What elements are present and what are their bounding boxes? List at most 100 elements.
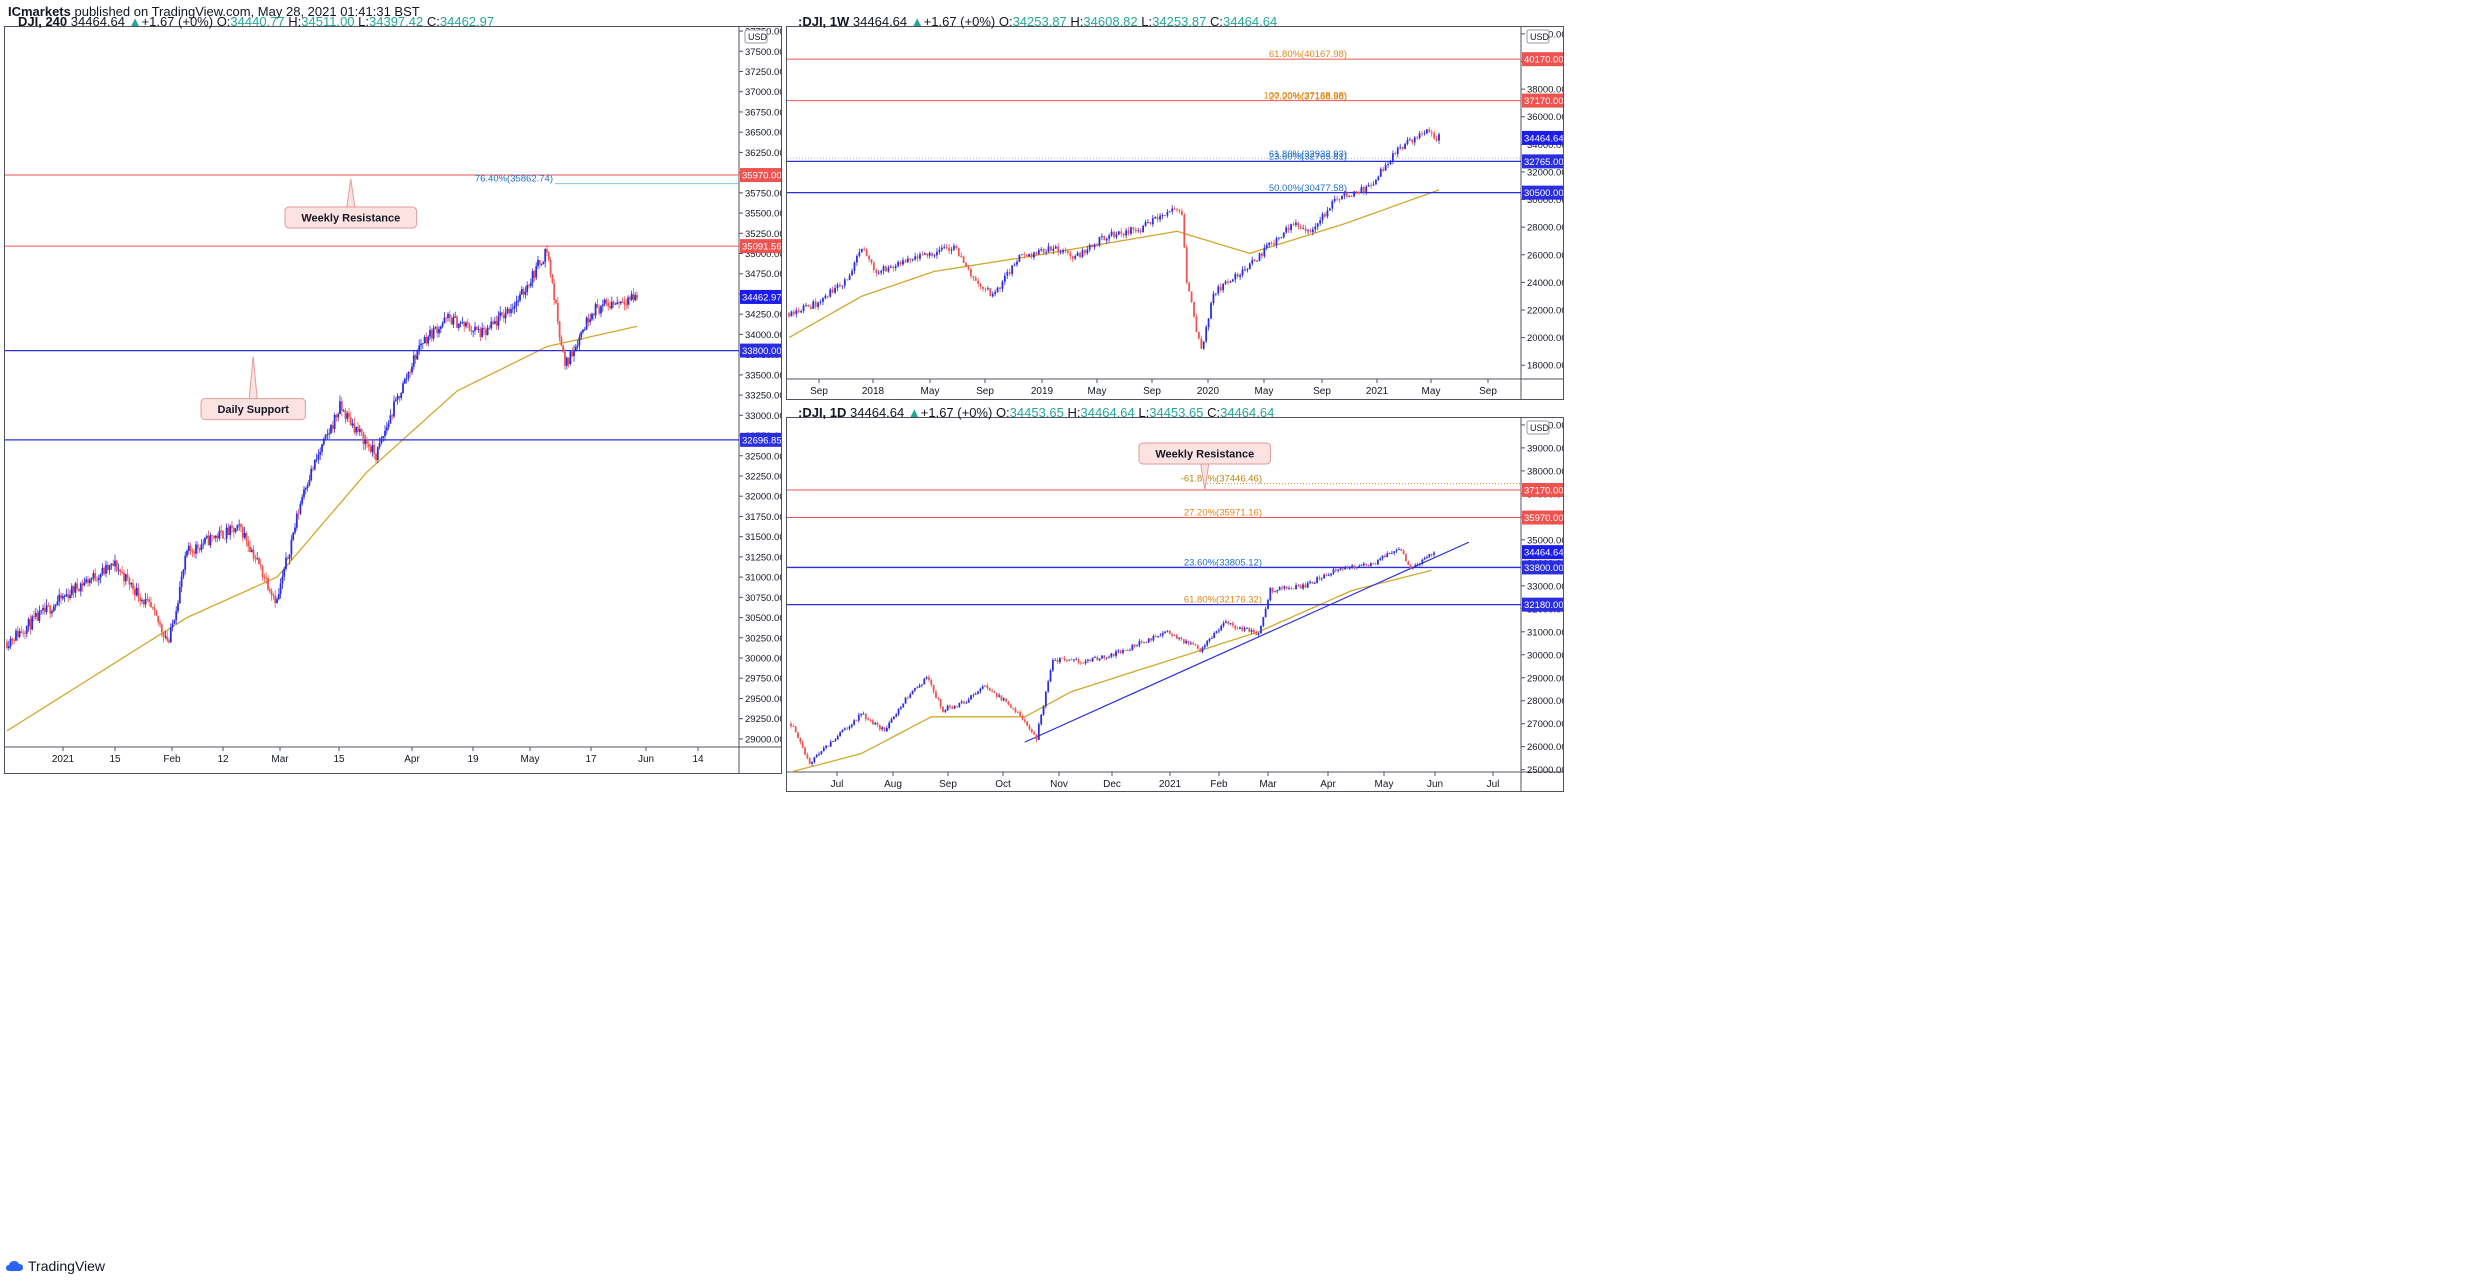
- candle: [1389, 159, 1392, 166]
- symbol-label[interactable]: DJI, 240: [18, 14, 68, 29]
- candle: [911, 258, 914, 262]
- candle: [504, 306, 507, 324]
- candle: [1362, 562, 1365, 567]
- symbol-label[interactable]: :DJI, 1D: [798, 405, 847, 420]
- candle-body: [216, 535, 219, 539]
- candle: [1061, 657, 1064, 659]
- candle: [1115, 649, 1117, 659]
- candle: [909, 258, 912, 264]
- chart-svg-d1[interactable]: 25000.0026000.0027000.0028000.0029000.00…: [787, 418, 1563, 791]
- x-tick-label: Jun: [638, 754, 654, 765]
- candle-body: [1131, 644, 1134, 650]
- candle-body: [96, 579, 98, 581]
- candle: [103, 566, 106, 576]
- candle-body: [22, 632, 25, 634]
- chart-svg-w1[interactable]: 18000.0020000.0022000.0024000.0026000.00…: [787, 27, 1563, 399]
- candle: [634, 292, 637, 302]
- candle-body: [141, 599, 143, 602]
- chart-panel-h4[interactable]: 29000.00 29250.00 29500.00 29750.00 30000.00…: [4, 26, 782, 774]
- candle: [472, 330, 475, 338]
- candle-body: [375, 454, 377, 460]
- candle: [380, 435, 383, 445]
- candle-body: [103, 567, 106, 574]
- candle-body: [923, 253, 926, 255]
- candle: [1011, 265, 1014, 277]
- candle: [79, 581, 82, 597]
- candle-body: [963, 701, 965, 704]
- candle-body: [1331, 201, 1334, 209]
- candle-body: [817, 302, 820, 307]
- candle: [1421, 130, 1423, 137]
- candle-body: [324, 434, 327, 439]
- candle-body: [813, 757, 816, 762]
- candle-body: [533, 271, 536, 278]
- x-tick-label: 19: [467, 754, 479, 765]
- candle: [1076, 251, 1079, 257]
- candle: [1234, 272, 1237, 283]
- publisher-name[interactable]: ICmarkets: [8, 4, 71, 19]
- candle-body: [321, 444, 323, 452]
- candle: [1213, 631, 1216, 639]
- y-tick-label: 37500.00: [745, 47, 781, 58]
- candle: [123, 569, 125, 588]
- candle-body: [1285, 586, 1288, 589]
- candle-body: [67, 594, 70, 598]
- chart-panel-d1[interactable]: 25000.00 26000.00 27000.00 28000.00 29000.00…: [786, 417, 1564, 792]
- candle: [957, 247, 960, 257]
- candle: [1080, 660, 1082, 666]
- candle-body: [897, 708, 900, 715]
- candle-body: [1428, 129, 1431, 133]
- candle: [448, 310, 451, 323]
- candle-body: [117, 569, 120, 571]
- candle-body: [839, 284, 841, 287]
- candle: [1023, 251, 1026, 259]
- candle-body: [85, 579, 88, 583]
- candle: [797, 731, 799, 739]
- candle-body: [1411, 139, 1414, 143]
- candle: [918, 683, 921, 689]
- candle: [522, 287, 525, 299]
- candle: [315, 453, 318, 463]
- candle-body: [925, 677, 928, 679]
- candle: [7, 640, 10, 651]
- price-level-label: 32180.00: [1524, 600, 1563, 611]
- candle: [198, 547, 201, 553]
- candle: [162, 631, 165, 643]
- symbol-label[interactable]: :DJI, 1W: [798, 14, 850, 29]
- candle: [204, 537, 206, 546]
- candle-body: [970, 269, 972, 277]
- candle: [1402, 549, 1405, 555]
- candle-body: [1161, 215, 1164, 216]
- candle: [130, 582, 133, 588]
- candle-body: [72, 586, 75, 593]
- candle: [346, 410, 349, 422]
- price-level-label: 34464.64: [1524, 548, 1563, 559]
- candle: [1421, 558, 1424, 566]
- chart-panel-w1[interactable]: 18000.00 20000.00 22000.00 24000.00 26000.00…: [786, 26, 1564, 400]
- candle-body: [1222, 283, 1225, 291]
- chart-svg-h4[interactable]: 29000.0029250.0029500.0029750.0030000.00…: [5, 27, 781, 773]
- x-tick-label: Sep: [976, 386, 994, 397]
- candle: [1250, 628, 1253, 634]
- candle: [153, 603, 156, 616]
- candle-body: [421, 343, 424, 344]
- candle: [331, 420, 334, 433]
- candle: [800, 309, 803, 314]
- candle: [1396, 146, 1399, 158]
- candle-body: [1042, 706, 1045, 715]
- candle-body: [811, 761, 813, 764]
- tradingview-footer[interactable]: TradingView: [6, 1258, 105, 1274]
- candle-body: [1134, 229, 1137, 232]
- candle: [1166, 630, 1169, 633]
- candle-body: [1164, 215, 1166, 216]
- candle: [1282, 232, 1285, 239]
- candle-body: [851, 270, 853, 276]
- candle: [811, 761, 813, 767]
- candle-body: [888, 722, 891, 729]
- candle: [1311, 226, 1314, 236]
- candle: [499, 306, 502, 321]
- candle-body: [1433, 133, 1436, 139]
- candle-body: [384, 430, 386, 437]
- candle: [848, 724, 851, 731]
- candle-body: [1376, 559, 1379, 565]
